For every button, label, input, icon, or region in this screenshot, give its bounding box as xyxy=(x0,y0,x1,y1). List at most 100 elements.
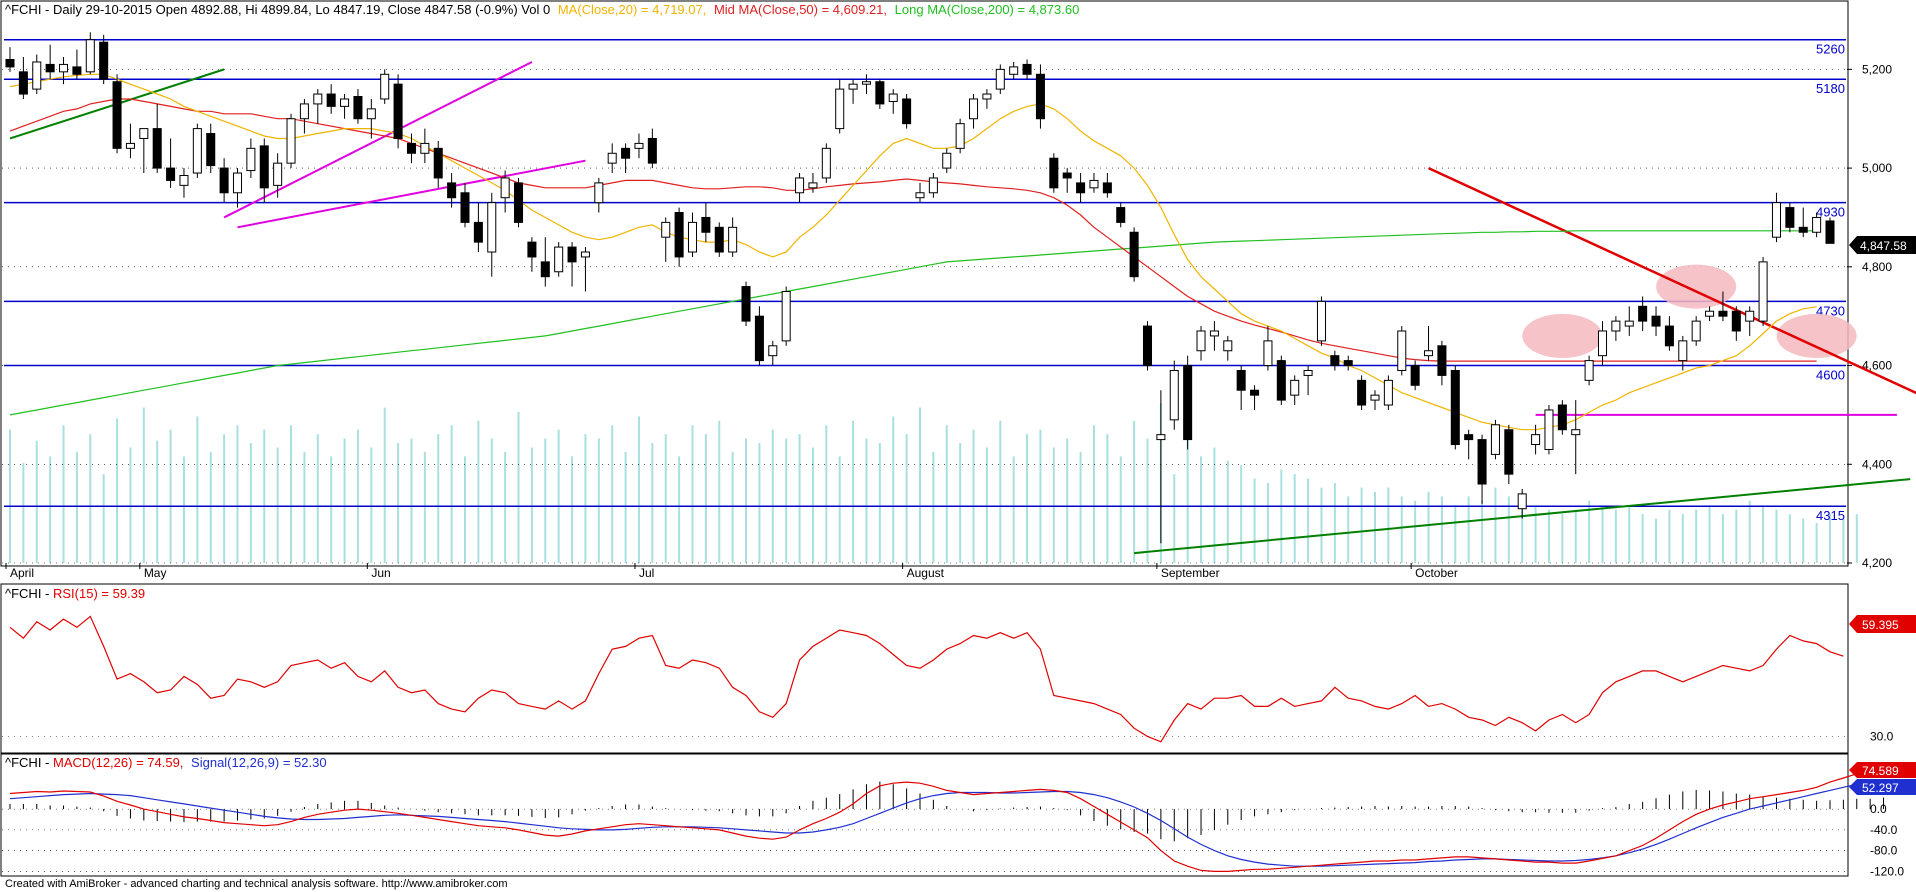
candle xyxy=(1209,321,1219,351)
macd-panel: 0.0 -40.0 -80.0 -120.0 xyxy=(2,769,1904,878)
candle xyxy=(139,128,149,174)
candle-body-down xyxy=(1236,369,1246,391)
candle-body-down xyxy=(1062,172,1072,179)
candle-body-up xyxy=(1624,320,1634,327)
candle-body-up xyxy=(125,142,135,149)
candle xyxy=(1597,321,1608,366)
candle-body-up xyxy=(982,93,992,100)
candle xyxy=(1263,326,1273,371)
candle-body-down xyxy=(1464,434,1474,441)
ma20-line xyxy=(9,73,1817,431)
candle xyxy=(902,94,912,129)
candle xyxy=(353,89,363,124)
candle xyxy=(1424,326,1434,361)
candle-body-up xyxy=(1678,340,1688,362)
candle xyxy=(1089,173,1099,193)
candle-body-up xyxy=(286,118,296,164)
candle xyxy=(313,89,323,124)
candle-body-up xyxy=(1156,434,1166,441)
candle xyxy=(741,281,751,327)
candle-body-down xyxy=(902,98,912,125)
candle-body-up xyxy=(1009,66,1019,75)
candle xyxy=(768,340,778,366)
candle xyxy=(340,94,350,119)
candle xyxy=(647,128,657,169)
level-label: 5180 xyxy=(1816,81,1845,96)
candle-body-down xyxy=(1504,429,1514,475)
candle-body-down xyxy=(166,167,176,181)
candle-body-up xyxy=(1169,369,1179,421)
candle xyxy=(433,140,443,188)
candle-body-up xyxy=(1584,360,1594,381)
candle-body-down xyxy=(112,81,122,149)
candle-body-down xyxy=(1477,439,1487,485)
candle-body-down xyxy=(567,246,577,263)
candle-body-up xyxy=(1397,330,1407,371)
candle-body-down xyxy=(754,315,764,362)
candle xyxy=(1477,434,1487,504)
price-tick-label: 4,800 xyxy=(1862,260,1892,274)
candle-body-down xyxy=(540,261,550,278)
candle-body-up xyxy=(634,142,644,149)
candle-body-down xyxy=(326,93,336,107)
candle-body-up xyxy=(1705,310,1715,317)
candle xyxy=(1651,306,1661,336)
candle xyxy=(795,173,805,203)
candle xyxy=(1557,400,1567,435)
candle-body-down xyxy=(219,167,229,194)
candle-body-down xyxy=(1250,389,1260,396)
candle xyxy=(152,103,162,174)
candle xyxy=(166,138,176,188)
candle xyxy=(1383,375,1393,410)
candle xyxy=(527,237,537,272)
level-label: 4930 xyxy=(1816,205,1845,220)
candle xyxy=(112,74,122,154)
signal-last-tag-text: 52.297 xyxy=(1862,781,1899,795)
month-label: Jun xyxy=(371,566,390,580)
rsi-last-tag-text: 59.395 xyxy=(1862,618,1899,632)
candle xyxy=(380,69,390,104)
candle xyxy=(366,98,376,139)
candle-body-up xyxy=(661,221,671,238)
candle-body-up xyxy=(861,81,871,85)
candle-body-down xyxy=(1142,325,1153,367)
signal-legend: Signal(12,26,9) = 52.30 xyxy=(191,755,327,770)
candle-body-down xyxy=(741,286,751,322)
candle-body-down xyxy=(152,128,162,169)
candle xyxy=(1758,256,1768,327)
candle-body-up xyxy=(85,39,95,73)
candle-body-down xyxy=(259,145,269,189)
candle-body-up xyxy=(942,152,952,169)
ma50-legend: Mid MA(Close,50) = 4,609.21, xyxy=(714,2,887,17)
trend-channel-upper xyxy=(223,61,533,219)
candle-body-up xyxy=(1263,340,1273,367)
candle-body-down xyxy=(1357,379,1367,406)
candle-body-down xyxy=(1049,157,1059,189)
candle xyxy=(125,123,135,159)
candle xyxy=(1584,355,1594,386)
candle xyxy=(1250,385,1260,410)
candle xyxy=(5,47,15,72)
candle-body-down xyxy=(714,226,724,253)
candle xyxy=(1142,321,1153,371)
candle xyxy=(286,113,296,169)
candle-body-up xyxy=(500,177,510,199)
candle-body-down xyxy=(514,182,524,223)
candle xyxy=(406,133,416,164)
candle xyxy=(1316,296,1326,346)
candle xyxy=(1410,360,1420,391)
candle-body-up xyxy=(313,93,323,105)
level-label: 4600 xyxy=(1816,368,1845,383)
candle-body-down xyxy=(18,71,28,95)
candle-body-up xyxy=(1209,330,1219,337)
candle xyxy=(594,177,604,213)
candle xyxy=(1664,316,1674,351)
candle-body-down xyxy=(1651,315,1661,327)
candle xyxy=(206,123,216,174)
candle-body-up xyxy=(808,182,818,189)
price-header-lead: ^FCHI - Daily 29-10-2015 Open 4892.88, H… xyxy=(5,2,550,17)
candle xyxy=(808,173,818,193)
candle xyxy=(1009,61,1019,80)
candle xyxy=(982,89,992,109)
